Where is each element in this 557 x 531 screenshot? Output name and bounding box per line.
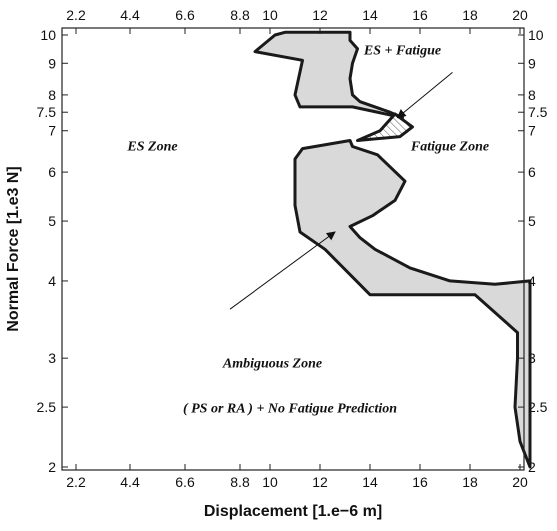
- x-tick-label-top: 14: [362, 7, 378, 23]
- y-tick-label-left: 2: [48, 459, 56, 475]
- y-tick-label-right: 2.5: [528, 399, 548, 415]
- x-tick-label-bottom: 16: [412, 474, 428, 490]
- y-tick-label-left: 7.5: [37, 104, 57, 120]
- zone-annotation: ES Zone: [126, 140, 177, 155]
- annotation-arrow: [396, 72, 453, 119]
- x-tick-label-bottom: 10: [262, 474, 278, 490]
- y-tick-label-left: 9: [48, 55, 56, 71]
- y-tick-label-right: 4: [528, 273, 536, 289]
- y-tick-label-right: 2: [528, 459, 536, 475]
- x-axis-title: Displacement [1.e−6 m]: [204, 503, 382, 520]
- y-tick-label-right: 7.5: [528, 104, 548, 120]
- x-tick-label-bottom: 6.6: [175, 474, 195, 490]
- x-tick-label-bottom: 8.8: [230, 474, 250, 490]
- annotation-arrow: [229, 231, 336, 310]
- y-tick-label-right: 10: [528, 27, 544, 43]
- x-tick-label-bottom: 12: [312, 474, 328, 490]
- y-tick-label-left: 8: [48, 87, 56, 103]
- x-tick-label-top: 12: [312, 7, 328, 23]
- x-tick-label-top: 6.6: [175, 7, 195, 23]
- y-tick-label-left: 2.5: [37, 399, 57, 415]
- y-tick-label-right: 5: [528, 213, 536, 229]
- y-tick-label-left: 3: [48, 350, 56, 366]
- y-tick-label-right: 8: [528, 87, 536, 103]
- y-axis-title: Normal Force [1.e3 N]: [5, 166, 22, 331]
- x-tick-label-bottom: 2.2: [66, 474, 86, 490]
- x-tick-label-bottom: 20: [512, 474, 528, 490]
- x-tick-label-top: 20: [512, 7, 528, 23]
- zone-annotation: ES + Fatigue: [363, 44, 441, 59]
- y-tick-label-left: 7: [48, 123, 56, 139]
- x-tick-label-top: 18: [462, 7, 478, 23]
- x-tick-label-bottom: 18: [462, 474, 478, 490]
- annotation-layer: ES + Fatigue ES Zone Fatigue Zone Ambiguous…: [126, 44, 489, 417]
- x-tick-label-top: 4.4: [120, 7, 140, 23]
- x-tick-label-bottom: 4.4: [120, 474, 140, 490]
- x-tick-label-bottom: 14: [362, 474, 378, 490]
- y-tick-label-right: 6: [528, 164, 536, 180]
- region-upper-band: [253, 30, 404, 120]
- zone-annotation: Ambiguous Zone: [222, 356, 322, 371]
- x-tick-label-top: 16: [412, 7, 428, 23]
- y-tick-label-left: 6: [48, 164, 56, 180]
- y-tick-label-right: 9: [528, 55, 536, 71]
- x-tick-label-top: 10: [262, 7, 278, 23]
- plot-frame: [61, 27, 525, 471]
- plot-regions: [253, 30, 532, 469]
- y-tick-label-right: 3: [528, 350, 536, 366]
- y-tick-label-right: 7: [528, 123, 536, 139]
- x-tick-label-top: 2.2: [66, 7, 86, 23]
- zone-annotation: ( PS or RA ) + No Fatigue Prediction: [183, 402, 397, 417]
- y-tick-label-left: 10: [40, 27, 56, 43]
- y-tick-label-left: 4: [48, 273, 56, 289]
- x-tick-label-top: 8.8: [230, 7, 250, 23]
- axes-layer: 2.2 2.2 4.4 4.4 6.6 6.6 8.8 8.8 10 10 12 12 14 14 16 16…: [37, 7, 548, 490]
- y-tick-label-left: 5: [48, 213, 56, 229]
- region-es-fatigue-band: [356, 112, 414, 142]
- zone-annotation: Fatigue Zone: [410, 140, 489, 155]
- region-ambiguous-band: [293, 139, 532, 469]
